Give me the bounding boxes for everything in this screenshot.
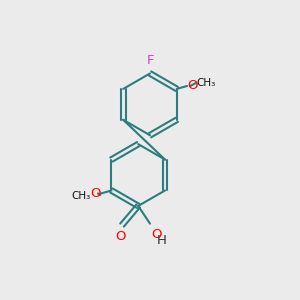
Text: CH₃: CH₃ [72,191,91,201]
Text: O: O [187,80,198,92]
Text: O: O [152,228,162,241]
Text: O: O [115,230,126,243]
Text: O: O [91,187,101,200]
Text: CH₃: CH₃ [196,78,216,88]
Text: F: F [146,54,154,67]
Text: H: H [157,234,166,247]
